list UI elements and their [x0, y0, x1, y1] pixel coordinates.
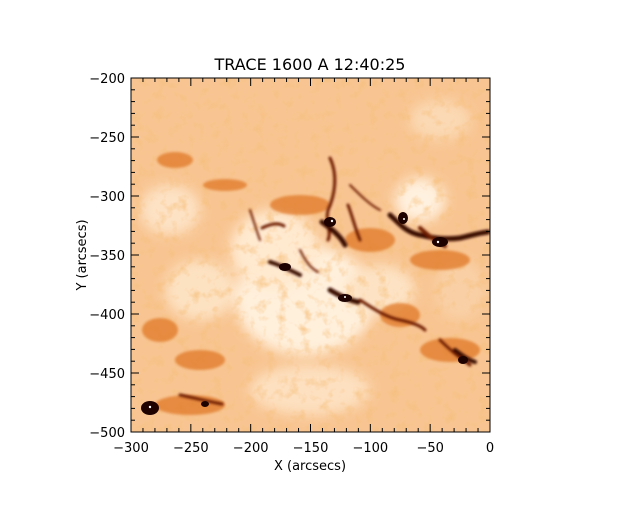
- x-tick-label: −250: [173, 441, 209, 456]
- x-tick-label: 0: [486, 441, 494, 456]
- x-axis-label: X (arcsecs): [274, 459, 346, 474]
- y-tick-label: −350: [89, 249, 125, 264]
- y-tick-label: −400: [89, 308, 125, 323]
- y-tick-label: −300: [89, 190, 125, 205]
- y-tick-label: −200: [89, 72, 125, 87]
- x-tick-label: −100: [352, 441, 388, 456]
- y-tick-label: −450: [89, 367, 125, 382]
- network-mid: [142, 152, 480, 415]
- axis-ticks: [130, 77, 491, 433]
- bright-points: [148, 218, 440, 409]
- y-tick-labels: −200 −250 −300 −350 −400 −450 −500: [89, 72, 125, 441]
- x-tick-label: −150: [293, 441, 329, 456]
- x-tick-labels: −300 −250 −200 −150 −100 −50 0: [113, 441, 494, 456]
- x-tick-label: −50: [416, 441, 443, 456]
- x-tick-label: −200: [233, 441, 269, 456]
- y-axis-label: Y (arcsecs): [75, 219, 90, 291]
- x-tick-label: −300: [113, 441, 149, 456]
- figure-title: TRACE 1600 A 12:40:25: [214, 55, 406, 74]
- solar-image: [131, 78, 490, 432]
- y-tick-label: −500: [89, 426, 125, 441]
- y-tick-label: −250: [89, 131, 125, 146]
